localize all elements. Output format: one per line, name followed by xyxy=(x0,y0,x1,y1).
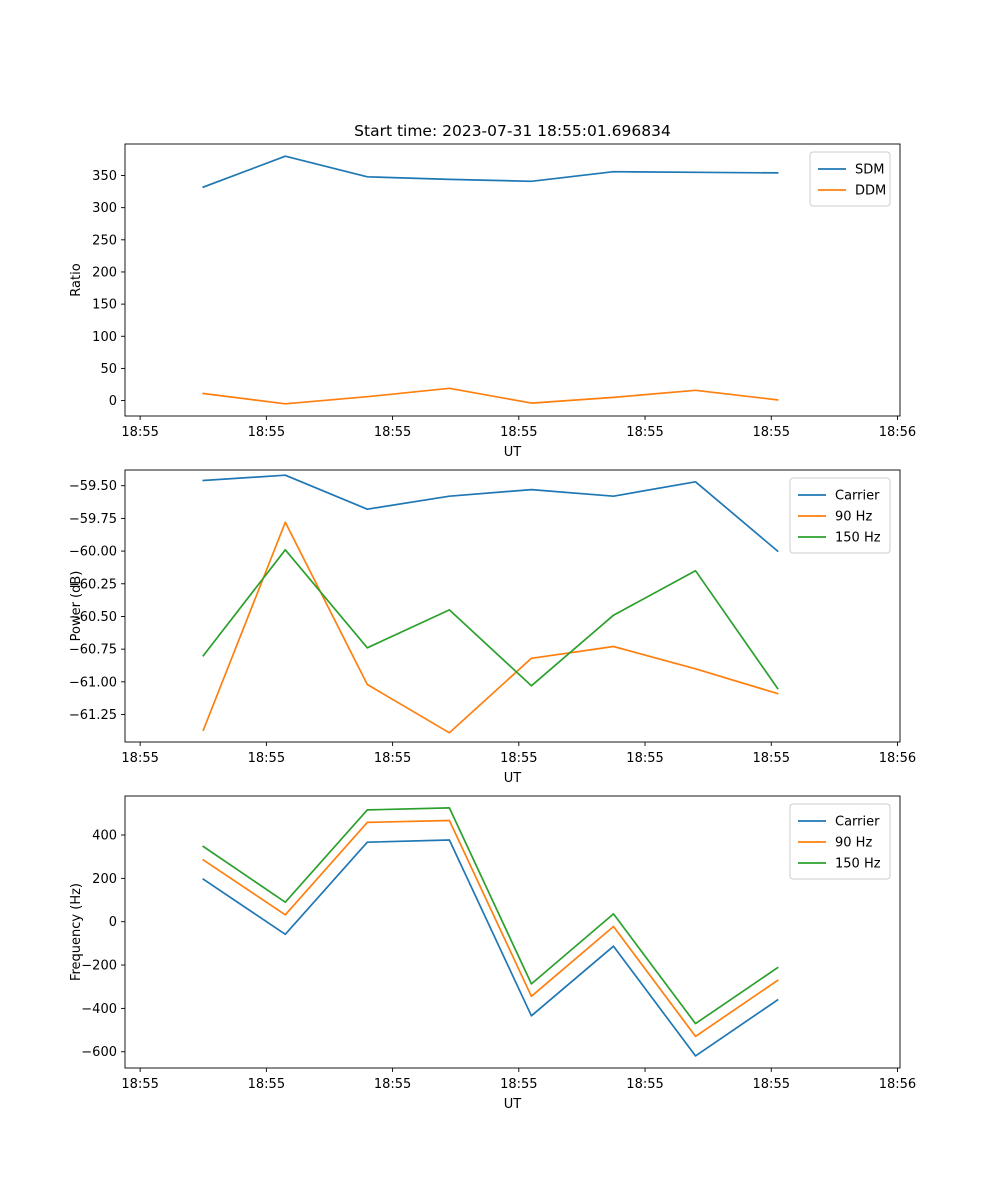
y-tick-label: −400 xyxy=(81,1002,117,1017)
y-tick-label: 300 xyxy=(92,201,117,216)
y-tick-label: 0 xyxy=(109,915,117,930)
y-tick-label: −60.25 xyxy=(69,577,117,592)
y-axis-label: Ratio xyxy=(69,263,84,296)
legend-label: Carrier xyxy=(835,815,880,830)
x-tick-label: 18:55 xyxy=(500,425,537,440)
y-tick-label: −60.50 xyxy=(69,610,117,625)
plot-frame xyxy=(124,469,901,743)
legend-label: DDM xyxy=(855,184,886,199)
x-tick-label: 18:55 xyxy=(500,1077,537,1092)
series-line-90-hz xyxy=(202,819,779,1038)
y-tick-label: −200 xyxy=(81,959,117,974)
series-line-ddm xyxy=(202,387,779,405)
x-tick-label: 18:55 xyxy=(753,751,790,766)
y-tick-label: 200 xyxy=(92,872,117,887)
legend-box xyxy=(789,803,891,880)
y-tick-label: −60.00 xyxy=(69,545,117,560)
y-tick-label: −61.00 xyxy=(69,675,117,690)
x-axis-label: UT xyxy=(504,771,522,786)
x-axis-label: UT xyxy=(504,1097,522,1112)
x-tick-label: 18:55 xyxy=(753,1077,790,1092)
x-tick-label: 18:55 xyxy=(121,1077,158,1092)
y-tick-label: 200 xyxy=(92,265,117,280)
legend-label: 150 Hz xyxy=(835,857,881,872)
y-tick-label: 250 xyxy=(92,233,117,248)
series-line-150-hz xyxy=(202,807,779,1025)
legend-label: Carrier xyxy=(835,489,880,504)
y-tick-label: 0 xyxy=(109,394,117,409)
y-tick-label: 350 xyxy=(92,169,117,184)
x-tick-label: 18:55 xyxy=(500,751,537,766)
legend-label: 90 Hz xyxy=(835,836,872,851)
series-line-carrier xyxy=(202,474,779,553)
x-tick-label: 18:55 xyxy=(753,425,790,440)
x-tick-label: 18:55 xyxy=(248,425,285,440)
legend-label: 150 Hz xyxy=(835,531,881,546)
y-tick-label: −59.75 xyxy=(69,512,117,527)
series-line-sdm xyxy=(202,155,779,189)
x-tick-label: 18:55 xyxy=(248,751,285,766)
y-tick-label: −61.25 xyxy=(69,708,117,723)
y-tick-label: −600 xyxy=(81,1045,117,1060)
y-tick-label: 50 xyxy=(100,362,117,377)
y-tick-label: 400 xyxy=(92,829,117,844)
x-tick-label: 18:55 xyxy=(248,1077,285,1092)
y-tick-label: −60.75 xyxy=(69,643,117,658)
legend-label: SDM xyxy=(855,163,884,178)
x-tick-label: 18:55 xyxy=(374,1077,411,1092)
chart-1: Start time: 2023-07-31 18:55:01.696834 18… xyxy=(69,122,916,460)
x-tick-label: 18:55 xyxy=(626,425,663,440)
series-line-carrier xyxy=(202,839,779,1057)
legend-box xyxy=(809,151,891,207)
legend: Carrier 90 Hz 150 Hz xyxy=(789,477,891,554)
legend: SDM DDM xyxy=(809,151,891,207)
chart-2: 18:55 18:55 18:55 18:55 18:55 18:55 18:56 −61.2… xyxy=(69,469,916,786)
y-axis-label: Frequency (Hz) xyxy=(69,883,84,981)
y-tick-label: −59.50 xyxy=(69,479,117,494)
x-tick-label: 18:56 xyxy=(879,1077,916,1092)
x-tick-label: 18:55 xyxy=(626,1077,663,1092)
y-axis-label: Power (dB) xyxy=(69,571,84,642)
x-axis-label: UT xyxy=(504,445,522,460)
x-tick-label: 18:56 xyxy=(879,425,916,440)
chart-3: 18:55 18:55 18:55 18:55 18:55 18:55 18:56 −600 −… xyxy=(69,795,916,1112)
y-tick-label: 150 xyxy=(92,298,117,313)
x-tick-label: 18:55 xyxy=(121,425,158,440)
y-tick-label: 100 xyxy=(92,330,117,345)
plot-frame xyxy=(124,795,901,1069)
legend-label: 90 Hz xyxy=(835,510,872,525)
legend: Carrier 90 Hz 150 Hz xyxy=(789,803,891,880)
chart-title: Start time: 2023-07-31 18:55:01.696834 xyxy=(354,122,671,140)
legend-box xyxy=(789,477,891,554)
series-line-150-hz xyxy=(202,548,779,690)
x-tick-label: 18:55 xyxy=(626,751,663,766)
x-tick-label: 18:55 xyxy=(374,425,411,440)
series-line-90-hz xyxy=(202,521,779,734)
plot-frame xyxy=(124,143,901,417)
x-tick-label: 18:55 xyxy=(121,751,158,766)
x-tick-label: 18:56 xyxy=(879,751,916,766)
x-tick-label: 18:55 xyxy=(374,751,411,766)
